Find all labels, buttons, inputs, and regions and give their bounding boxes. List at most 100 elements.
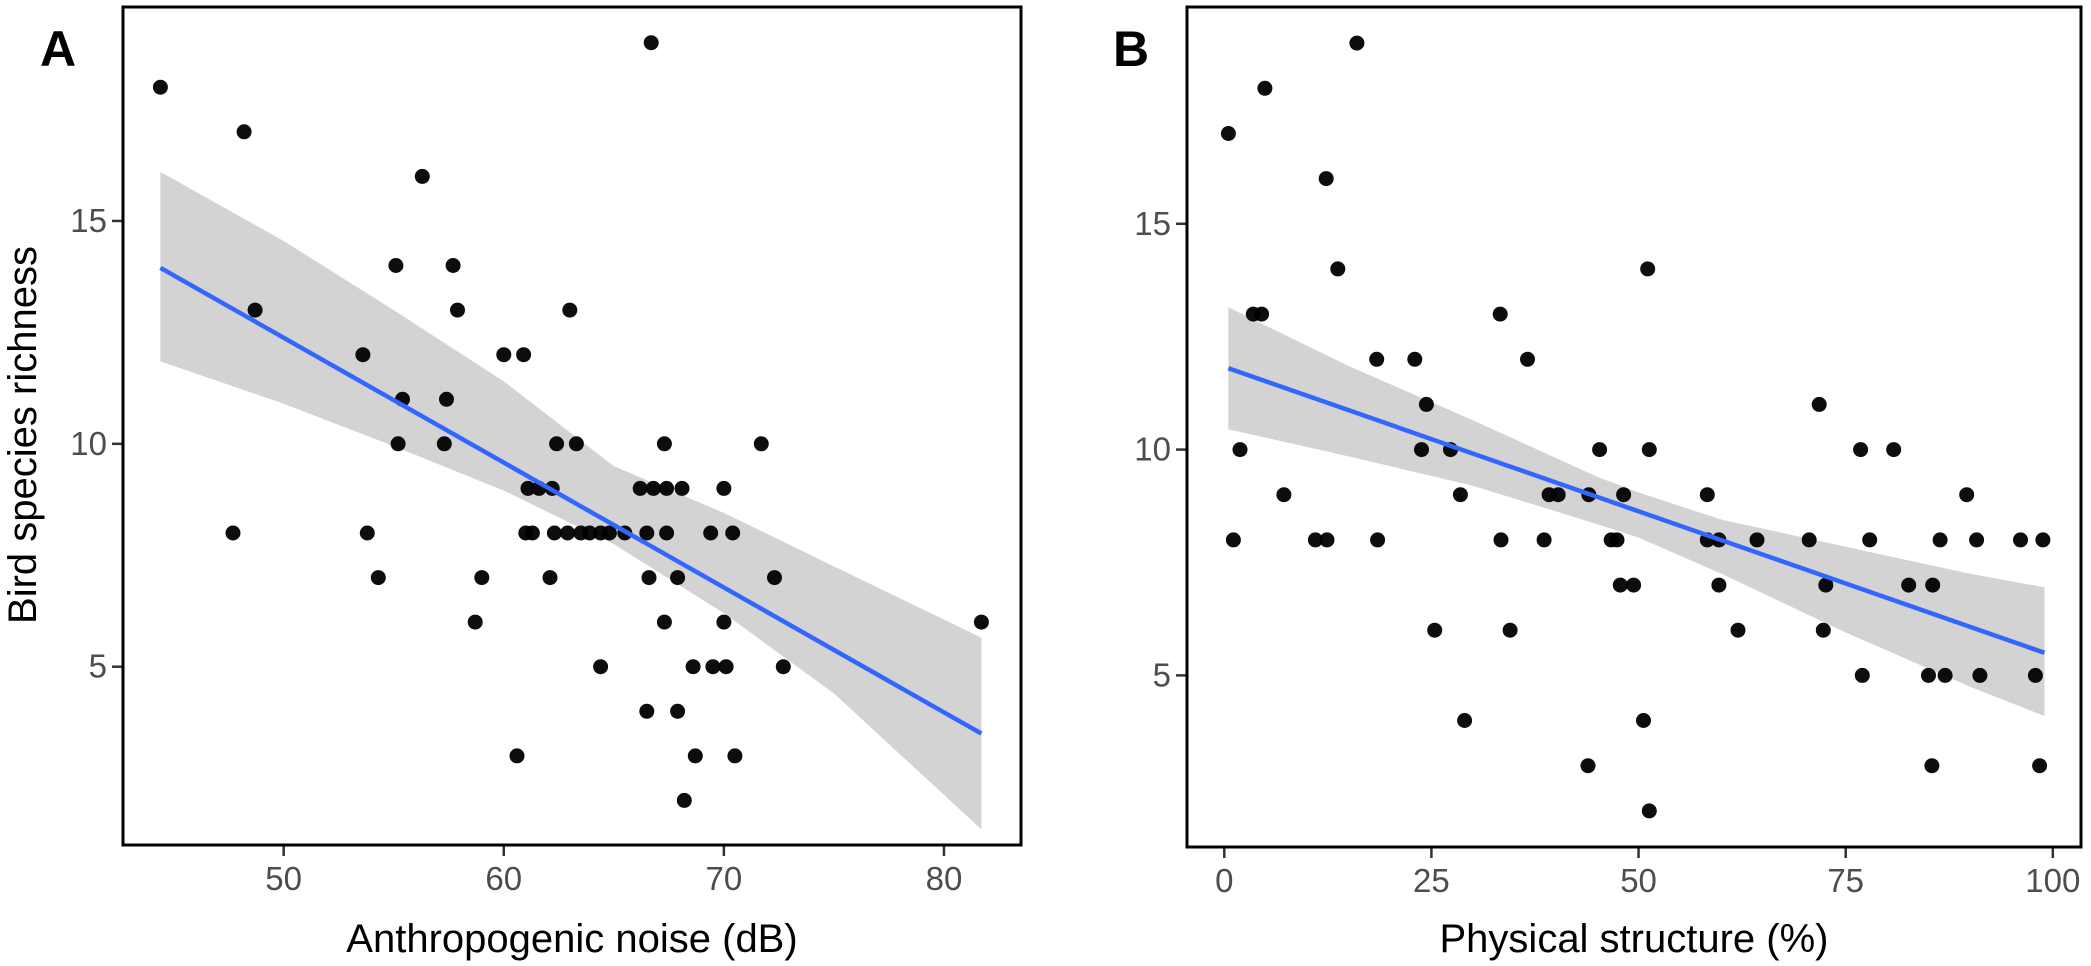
panel-b-data-point — [1220, 126, 1236, 141]
panel-a-data-point — [659, 525, 675, 541]
panel-b-data-point — [1580, 758, 1596, 774]
panel-b-data-point — [1307, 532, 1323, 548]
panel-b-data-point — [1370, 532, 1386, 548]
panel-a-data-point — [639, 703, 655, 719]
panel-b-x-axis-title: Physical structure (%) — [1440, 917, 1829, 961]
panel-b-data-point — [1225, 532, 1241, 548]
panel-b-data-point — [1418, 396, 1434, 412]
panel-b-letter: B — [1113, 21, 1149, 77]
panel-a-data-point — [524, 525, 540, 541]
panel-b-data-point — [1612, 577, 1628, 593]
panel-a-data-point — [474, 570, 490, 586]
panel-b-data-point — [1609, 532, 1625, 548]
panel-b-y-tick-label: 5 — [1153, 656, 1171, 693]
panel-b-y-tick-label: 15 — [1134, 205, 1171, 242]
panel-a-data-point — [643, 35, 659, 51]
panel-a-data-point — [582, 525, 598, 541]
panel-a-data-point — [549, 436, 565, 452]
panel-b-data-point — [1330, 261, 1346, 277]
panel-b-data-point — [1276, 487, 1292, 503]
panel-a-data-point — [716, 480, 732, 496]
panel-b-data-point — [1452, 487, 1468, 503]
panel-b-data-point — [1853, 442, 1869, 458]
panel-a-regression-line — [159, 265, 983, 736]
panel-b-data-point — [1349, 35, 1365, 51]
panel-a-x-tick-label: 50 — [265, 860, 302, 897]
panel-b-regression-line — [1227, 366, 2046, 655]
panel-a-data-point — [359, 525, 375, 541]
panel-a-x-tick-label: 70 — [706, 860, 743, 897]
panel-a-data-point — [546, 525, 562, 541]
panel-b-data-point — [1232, 442, 1248, 458]
panel-a-y-tick-label: 5 — [89, 648, 107, 685]
panel-b-data-point — [1818, 577, 1834, 593]
panel-b-axes-layer: 0 25 50 75 100 5 10 15 — [1134, 205, 2080, 899]
panel-a-data-point — [516, 347, 532, 363]
panel-b-x-tick-label: 75 — [1827, 862, 1864, 899]
panel-b-data-point — [1636, 713, 1651, 728]
panel-b-data-point — [1640, 261, 1656, 277]
panel-b-data-point — [1550, 487, 1566, 503]
panel-a-data-point — [247, 302, 263, 318]
panel-a-data-point — [445, 258, 461, 273]
panel-b-data-point — [1921, 667, 1936, 683]
panel-a-data-point — [973, 614, 989, 630]
y-axis-title: Bird species richness — [1, 246, 45, 624]
panel-a-data-point — [601, 525, 617, 541]
panel-b-x-tick-label: 0 — [1215, 862, 1233, 899]
panel-a-data-point — [705, 659, 721, 675]
panel-b-data-point — [1937, 667, 1953, 683]
panel-a-data-point — [727, 748, 743, 764]
panel-b-data-point — [1924, 758, 1940, 774]
panel-b-data-point — [1641, 803, 1657, 819]
panel-b-x-tick-label: 100 — [2025, 862, 2080, 899]
panel-a-letter: A — [40, 21, 76, 77]
panel-a-data-point — [225, 525, 241, 541]
panel-b-data-point — [1427, 622, 1443, 638]
panel-a-data-point — [496, 347, 512, 363]
panel-b-data-point — [1699, 487, 1715, 503]
panel-a-data-point — [645, 480, 661, 496]
panel-a-data-point — [670, 703, 686, 719]
panel-a-data-point — [716, 614, 732, 630]
panel-a-data-point — [520, 480, 536, 496]
panel-b-data-point — [2013, 532, 2028, 548]
panel-b-data-point — [1959, 487, 1975, 503]
panel-b-data-point — [1536, 532, 1552, 548]
panel-a-data-point — [152, 79, 168, 95]
panel-b-frame — [1185, 5, 2083, 849]
panel-b-data-point — [1502, 622, 1518, 638]
panel-a-data-point — [753, 436, 769, 452]
panel-b-points-layer — [1220, 35, 2051, 819]
panel-b-data-point — [1616, 487, 1632, 503]
panel-a: A 50 60 70 80 5 10 15 Anthropogenic noise (dB) — [40, 5, 1023, 961]
panel-b-x-tick-label: 50 — [1620, 862, 1657, 899]
panel-a-data-point — [656, 436, 672, 452]
panel-b-data-point — [1592, 442, 1608, 458]
panel-a-data-point — [775, 659, 791, 675]
panel-a-y-tick-label: 15 — [70, 202, 107, 239]
panel-a-data-point — [656, 614, 672, 630]
panel-a-data-point — [560, 525, 576, 541]
panel-b-data-point — [1457, 713, 1473, 728]
panel-a-data-point — [450, 302, 465, 318]
panel-a-data-point — [542, 570, 558, 586]
panel-b-data-point — [2027, 667, 2043, 683]
panel-b-data-point — [1811, 396, 1827, 412]
panel-a-data-point — [236, 124, 252, 140]
panel-b-data-point — [1932, 532, 1948, 548]
panel-a-data-point — [370, 570, 386, 586]
panel-b-data-point — [1969, 532, 1985, 548]
panel-a-axes-layer: 50 60 70 80 5 10 15 — [70, 202, 962, 897]
panel-a-data-point — [414, 168, 430, 184]
panel-a-data-point — [562, 302, 578, 318]
panel-a-x-tick-label: 60 — [485, 860, 522, 897]
panel-b-data-point — [1257, 80, 1273, 96]
panel-b-data-point — [1730, 622, 1746, 638]
panel-a-data-point — [388, 258, 404, 273]
panel-a-data-point — [593, 659, 609, 675]
panel-b-data-point — [1925, 577, 1941, 593]
panel-a-frame — [121, 5, 1023, 847]
panel-b-data-point — [1862, 532, 1878, 548]
panel-b-y-tick-label: 10 — [1134, 431, 1171, 468]
